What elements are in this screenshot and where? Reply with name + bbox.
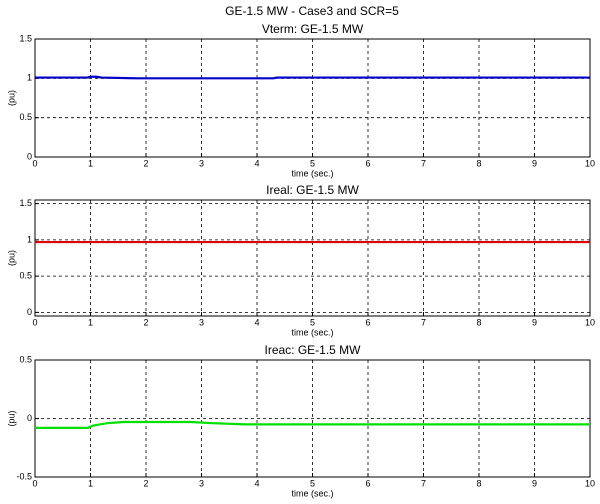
x-tick-label: 4 — [254, 317, 259, 327]
chart-title: Ireac: GE-1.5 MW — [264, 343, 361, 357]
x-tick-label: 4 — [254, 158, 259, 168]
x-tick-label: 0 — [32, 158, 37, 168]
x-tick-label: 3 — [199, 158, 204, 168]
x-tick-label: 5 — [310, 158, 315, 168]
y-axis-label: (pu) — [6, 250, 16, 266]
x-axis-label: time (sec.) — [291, 327, 333, 337]
figure-title: GE-1.5 MW - Case3 and SCR=5 — [225, 4, 399, 18]
y-tick-label: 1.5 — [19, 33, 32, 43]
x-tick-label: 7 — [421, 478, 426, 488]
chart-title: Ireal: GE-1.5 MW — [266, 183, 359, 197]
x-tick-label: 6 — [365, 317, 370, 327]
x-tick-label: 10 — [585, 317, 595, 327]
y-axis-label: (pu) — [6, 410, 16, 426]
x-tick-label: 0 — [32, 478, 37, 488]
x-tick-label: 4 — [254, 478, 259, 488]
x-tick-label: 10 — [585, 478, 595, 488]
x-tick-label: 1 — [88, 478, 93, 488]
x-tick-label: 2 — [143, 478, 148, 488]
x-tick-label: 5 — [310, 317, 315, 327]
x-tick-label: 8 — [476, 478, 481, 488]
y-tick-label: 0.5 — [19, 112, 32, 122]
x-tick-label: 7 — [421, 158, 426, 168]
y-tick-label: 0 — [27, 413, 32, 423]
x-tick-label: 1 — [88, 317, 93, 327]
x-tick-label: 9 — [532, 317, 537, 327]
x-tick-label: 3 — [199, 317, 204, 327]
x-tick-label: 8 — [476, 158, 481, 168]
x-axis-label: time (sec.) — [291, 168, 333, 178]
x-tick-label: 9 — [532, 478, 537, 488]
x-tick-label: 8 — [476, 317, 481, 327]
y-tick-label: -0.5 — [16, 471, 32, 481]
x-tick-label: 6 — [365, 158, 370, 168]
y-tick-label: 0.5 — [19, 271, 32, 281]
y-axis-label: (pu) — [6, 90, 16, 106]
y-tick-label: 0 — [27, 151, 32, 161]
x-tick-label: 9 — [532, 158, 537, 168]
y-tick-label: 1.5 — [19, 198, 32, 208]
plot-frame — [34, 199, 591, 317]
y-tick-label: 1 — [27, 234, 32, 244]
x-tick-label: 1 — [88, 158, 93, 168]
data-line — [35, 75, 590, 80]
x-tick-label: 2 — [143, 158, 148, 168]
x-tick-label: 0 — [32, 317, 37, 327]
x-tick-label: 2 — [143, 317, 148, 327]
x-tick-label: 5 — [310, 478, 315, 488]
y-tick-label: 0.5 — [19, 354, 32, 364]
chart-title: Vterm: GE-1.5 MW — [262, 22, 364, 36]
plot-frame — [34, 359, 591, 478]
x-tick-label: 7 — [421, 317, 426, 327]
y-tick-label: 1 — [27, 73, 32, 83]
y-tick-label: 0 — [27, 307, 32, 317]
x-tick-label: 3 — [199, 478, 204, 488]
data-line — [35, 420, 590, 429]
x-tick-label: 10 — [585, 158, 595, 168]
plot-frame — [34, 38, 591, 158]
x-tick-label: 6 — [365, 478, 370, 488]
x-axis-label: time (sec.) — [291, 488, 333, 498]
